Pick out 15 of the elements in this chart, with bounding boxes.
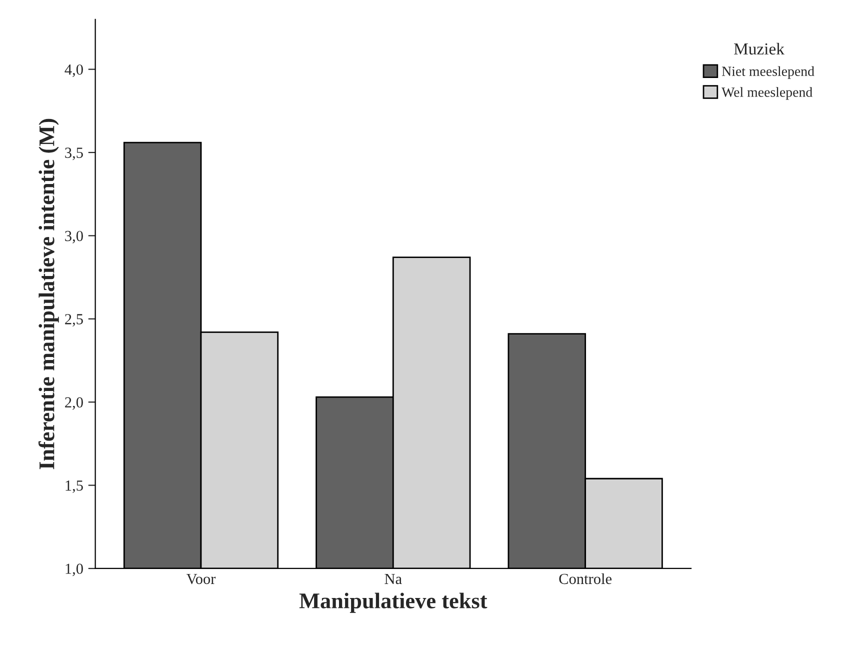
y-tick-label: 4,0 bbox=[64, 64, 83, 77]
x-tick-label: Voor bbox=[186, 574, 216, 584]
x-axis-title: Manipulatieve tekst bbox=[299, 592, 488, 613]
y-tick-label: 3,0 bbox=[65, 230, 83, 244]
y-tick-label: 3,5 bbox=[65, 148, 83, 160]
legend-label: Niet meeslepend bbox=[722, 66, 814, 79]
legend-title: Muziek bbox=[734, 42, 784, 55]
y-tick-label: 2,0 bbox=[65, 397, 83, 410]
x-tick-label: Na bbox=[384, 574, 402, 584]
y-tick-label: 1,5 bbox=[66, 480, 83, 493]
y-axis-title: Inferentie manipulatieve intentie (M) bbox=[38, 118, 59, 470]
x-tick-label: Controle bbox=[559, 573, 612, 584]
y-tick-label: 2,5 bbox=[65, 314, 83, 327]
legend-label: Wel meeslepend bbox=[722, 87, 812, 100]
y-tick-label: 1,0 bbox=[66, 564, 83, 576]
